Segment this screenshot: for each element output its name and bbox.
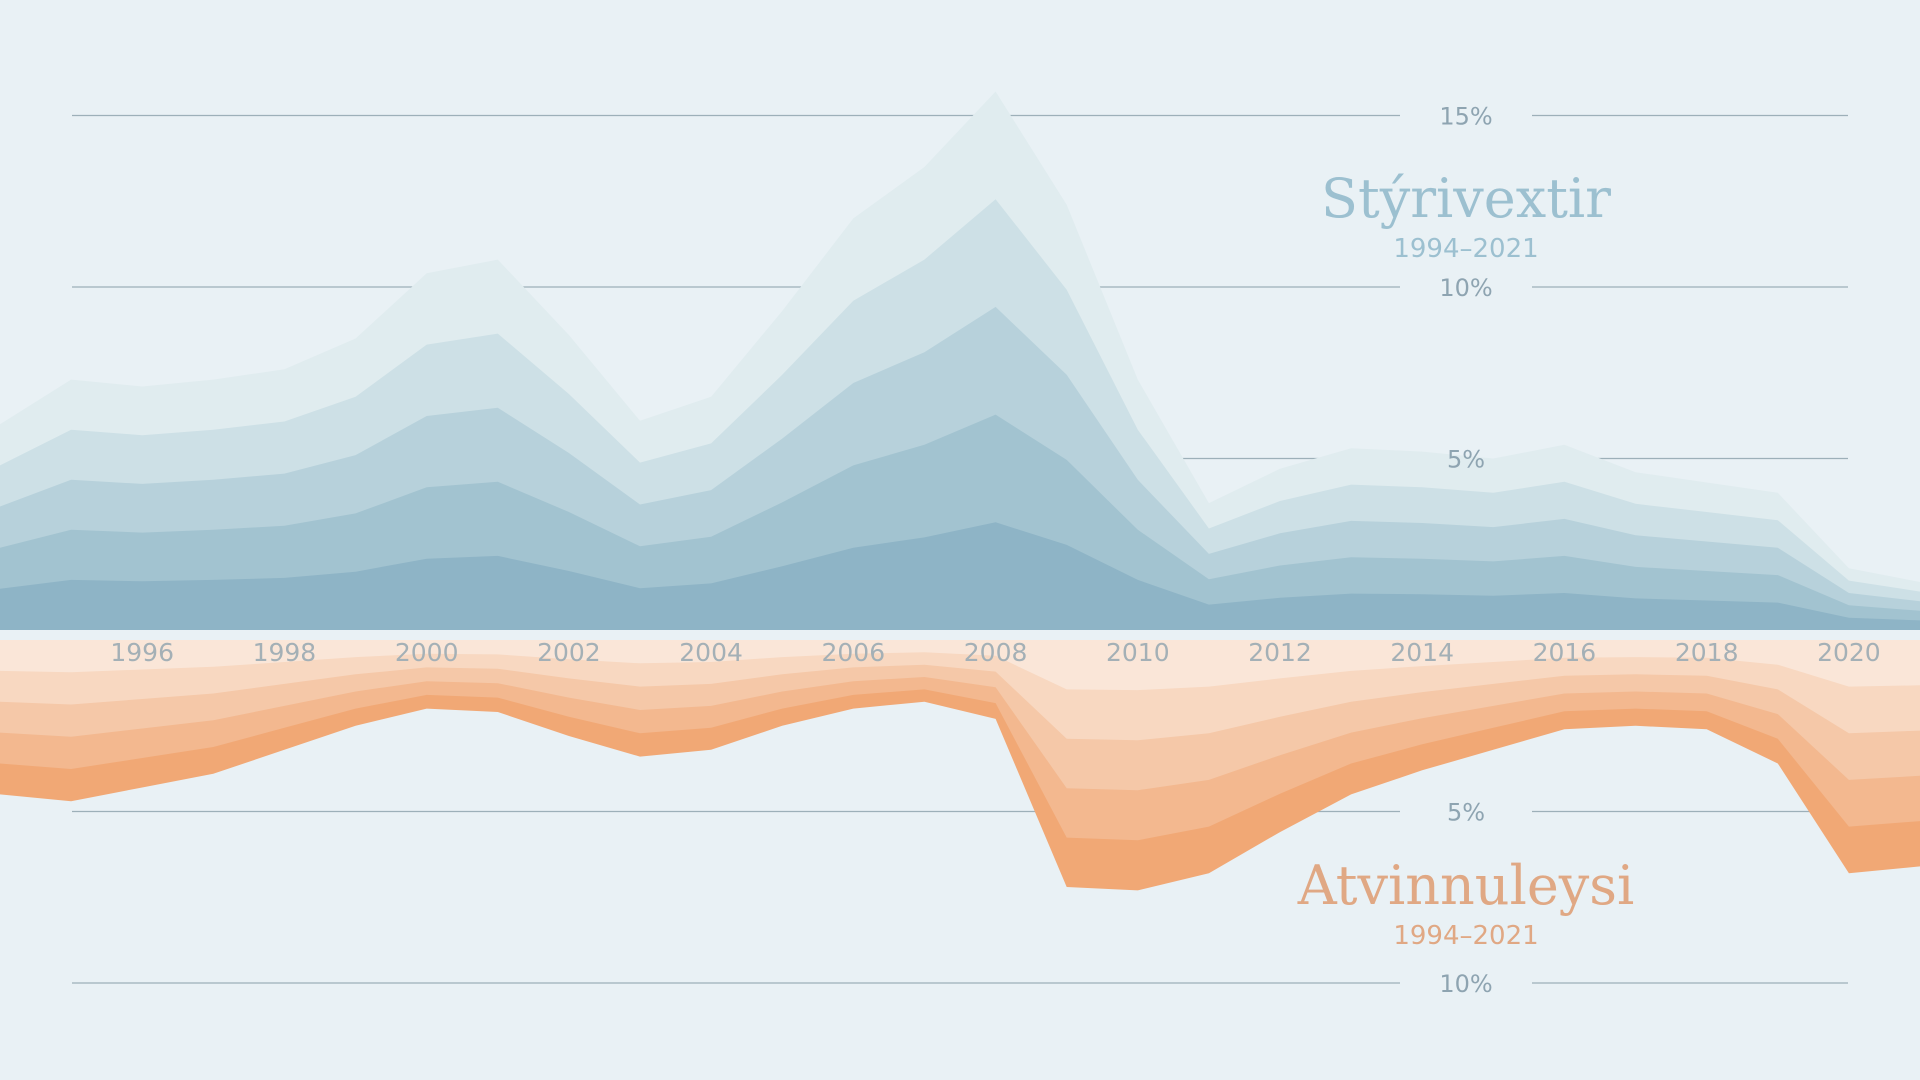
interest-rate-area xyxy=(0,91,1920,630)
year-label-2012: 2012 xyxy=(1248,638,1312,667)
unemployment-title: Atvinnuleysi xyxy=(1297,854,1635,917)
unemployment-band-5 xyxy=(0,640,1920,691)
year-label-2014: 2014 xyxy=(1390,638,1454,667)
year-label-2000: 2000 xyxy=(395,638,459,667)
year-label-1996: 1996 xyxy=(110,638,174,667)
unemployment-area xyxy=(0,640,1920,891)
year-label-2018: 2018 xyxy=(1675,638,1739,667)
year-label-2008: 2008 xyxy=(964,638,1028,667)
y-tick-labels: 5% 10% 15% 5% 10% xyxy=(1439,103,1492,999)
year-label-2006: 2006 xyxy=(821,638,885,667)
rates-10-tick-label: 10% xyxy=(1439,274,1492,302)
year-label-2004: 2004 xyxy=(679,638,743,667)
x-axis-year-labels: 1996 1998 2000 2002 2004 2006 2008 2010 2012 2014… xyxy=(110,638,1880,667)
unemployment-10-tick-label: 10% xyxy=(1439,970,1492,998)
gridlines xyxy=(72,114,1848,984)
year-label-2020: 2020 xyxy=(1817,638,1881,667)
year-label-2016: 2016 xyxy=(1533,638,1597,667)
rates-title: Stýrivextir xyxy=(1321,167,1611,230)
unemployment-subtitle: 1994–2021 xyxy=(1393,921,1538,951)
interest-rate-band-5 xyxy=(0,522,1920,630)
year-label-2010: 2010 xyxy=(1106,638,1170,667)
year-label-2002: 2002 xyxy=(537,638,601,667)
rates-5-tick-label: 5% xyxy=(1447,446,1485,474)
rates-15-tick-label: 15% xyxy=(1439,103,1492,131)
unemployment-5-tick-label: 5% xyxy=(1447,799,1485,827)
rates-subtitle: 1994–2021 xyxy=(1393,234,1538,264)
year-label-1998: 1998 xyxy=(253,638,317,667)
